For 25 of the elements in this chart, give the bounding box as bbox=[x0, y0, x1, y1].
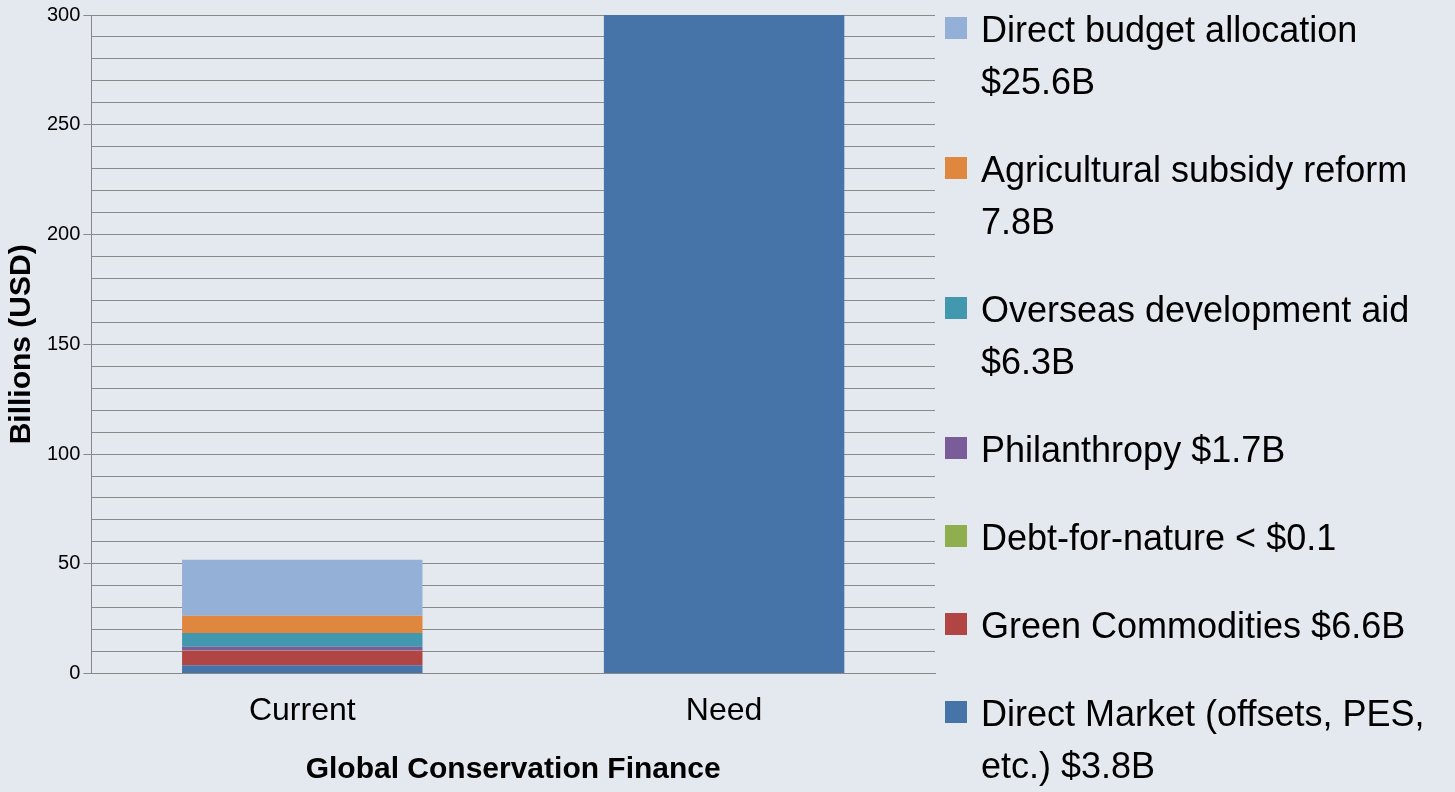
bar bbox=[182, 632, 423, 647]
legend-label: Philanthropy $1.7B bbox=[981, 428, 1286, 472]
legend-label: Agricultural subsidy reform 7.8B bbox=[981, 148, 1409, 244]
bar bbox=[182, 665, 423, 674]
x-tick-label: Current bbox=[248, 690, 356, 727]
legend-label: Direct budget allocation $25.6B bbox=[981, 8, 1359, 104]
y-tick-label: 300 bbox=[46, 2, 81, 25]
bar bbox=[182, 615, 423, 633]
y-tick-label: 200 bbox=[46, 222, 81, 245]
y-tick-label: 50 bbox=[58, 551, 81, 574]
bar bbox=[182, 650, 423, 666]
legend-label: Debt-for-nature < $0.1 bbox=[981, 516, 1337, 560]
y-tick-label: 0 bbox=[69, 661, 81, 684]
legend-label: Green Commodities $6.6B bbox=[981, 604, 1406, 648]
y-tick-label: 100 bbox=[46, 441, 81, 464]
bar bbox=[182, 646, 423, 651]
legend-label: Overseas development aid $6.3B bbox=[981, 288, 1411, 384]
bar bbox=[182, 559, 423, 616]
y-axis-title: Billions (USD) bbox=[3, 244, 37, 445]
bar bbox=[603, 15, 845, 674]
legend-label: Direct Market (offsets, PES, etc.) $3.8B bbox=[981, 692, 1426, 788]
x-axis-title: Global Conservation Finance bbox=[305, 751, 721, 785]
y-tick-label: 250 bbox=[46, 112, 81, 135]
y-tick-label: 150 bbox=[46, 331, 81, 354]
x-tick-label: Need bbox=[685, 690, 763, 727]
